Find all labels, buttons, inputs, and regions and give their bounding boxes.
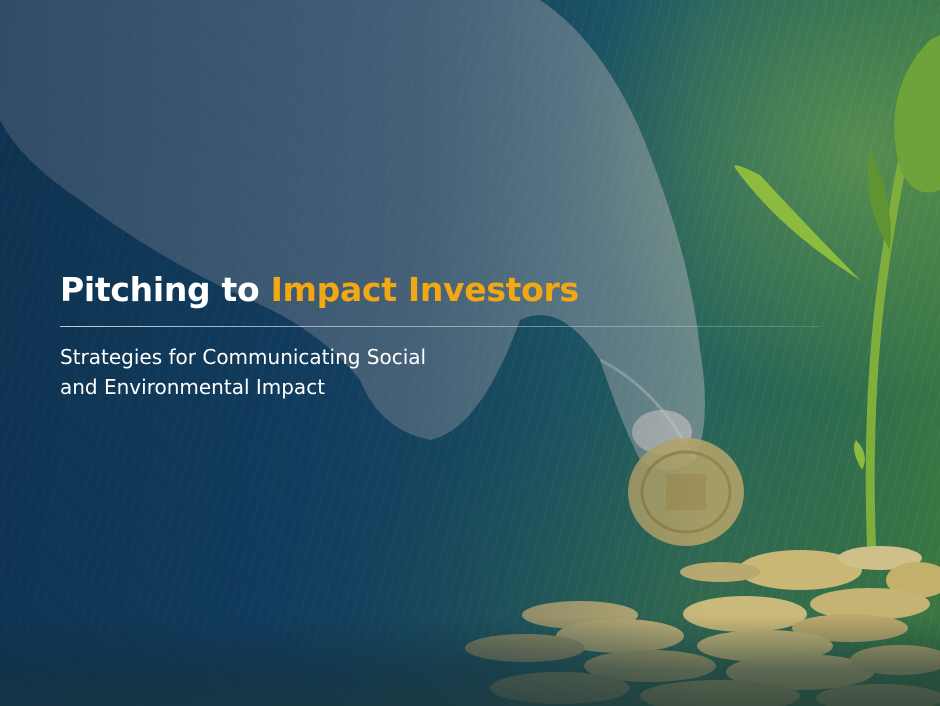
subtitle-line-2: and Environmental Impact (60, 375, 326, 399)
title-text: Pitching to (60, 270, 271, 309)
subtitle: Strategies for Communicating Social and E… (60, 342, 520, 402)
divider-line (60, 326, 820, 327)
title-accent-text: Impact Investors (270, 270, 580, 309)
subtitle-line-1: Strategies for Communicating Social (60, 345, 427, 369)
page-title: Pitching to Impact Investors (60, 270, 579, 309)
